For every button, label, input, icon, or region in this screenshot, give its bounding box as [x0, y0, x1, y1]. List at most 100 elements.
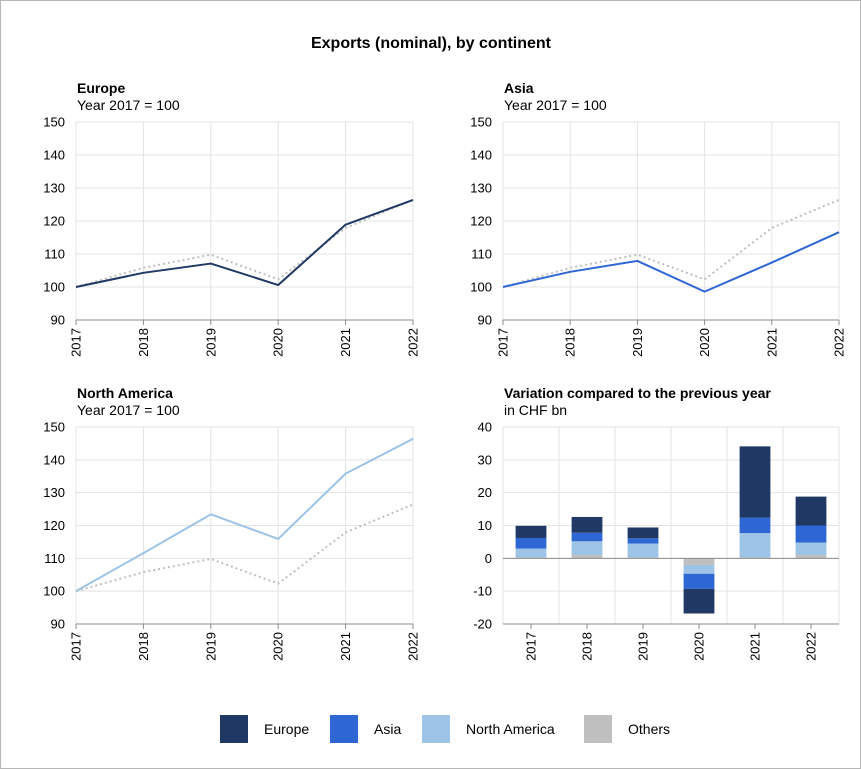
panel-subtitle: Year 2017 = 100 — [77, 97, 180, 113]
legend-swatch-others — [584, 715, 612, 743]
y-tick-label: 150 — [470, 115, 492, 130]
y-tick-label: 110 — [471, 247, 492, 262]
x-tick-label: 2021 — [764, 328, 779, 357]
y-tick-label: 130 — [43, 485, 65, 500]
x-tick-label: 2019 — [203, 632, 218, 661]
series-line-north-america — [75, 437, 414, 593]
bar-segment-north-america — [795, 542, 827, 556]
y-tick-label: 130 — [43, 181, 65, 196]
y-tick-label: 110 — [44, 247, 65, 262]
reference-line — [502, 198, 840, 288]
y-tick-label: 30 — [478, 452, 492, 467]
figure-title: Exports (nominal), by continent — [311, 35, 552, 52]
bar-segment-asia — [683, 573, 715, 589]
y-tick-label: 110 — [44, 551, 65, 566]
legend-swatch-north-america — [422, 715, 450, 743]
y-tick-label: 150 — [43, 420, 65, 435]
legend-swatch-europe — [220, 715, 248, 743]
legend-label-europe: Europe — [264, 721, 309, 737]
legend-label-asia: Asia — [374, 721, 401, 737]
panel-variation: Variation compared to the previous yeari… — [473, 385, 840, 661]
y-tick-label: 100 — [470, 280, 492, 295]
x-tick-label: 2019 — [636, 632, 651, 661]
y-tick-label: 90 — [478, 313, 492, 328]
bar-segment-europe — [627, 527, 659, 539]
bar-segment-asia — [739, 517, 771, 534]
bar-segment-asia — [795, 525, 827, 543]
legend-swatch-asia — [330, 715, 358, 743]
bar-segment-europe — [739, 446, 771, 518]
legend: Europe Asia North America Others — [220, 715, 670, 743]
x-tick-label: 2022 — [804, 632, 819, 661]
x-tick-label: 2020 — [692, 632, 707, 661]
bar-segment-north-america — [515, 548, 547, 558]
y-tick-label: 40 — [478, 420, 492, 435]
x-tick-label: 2018 — [136, 632, 151, 661]
panel-subtitle: Year 2017 = 100 — [77, 402, 180, 418]
panel-subtitle: Year 2017 = 100 — [504, 97, 607, 113]
x-tick-label: 2018 — [563, 328, 578, 357]
y-tick-label: 120 — [43, 214, 65, 229]
bar-segment-asia — [515, 537, 547, 549]
series-line-europe — [75, 198, 414, 288]
y-tick-label: 120 — [43, 518, 65, 533]
panel-title: Europe — [77, 80, 125, 96]
x-tick-label: 2022 — [406, 328, 421, 357]
y-tick-label: 20 — [478, 485, 492, 500]
x-tick-label: 2022 — [832, 328, 847, 357]
bar-segment-north-america — [627, 543, 659, 558]
panel-title: Variation compared to the previous year — [504, 385, 771, 401]
bar-segment-north-america — [739, 533, 771, 558]
y-tick-label: 140 — [43, 148, 65, 163]
x-tick-label: 2020 — [271, 632, 286, 661]
panel-title: North America — [77, 385, 173, 401]
y-tick-label: 90 — [51, 617, 65, 632]
panel-title: Asia — [504, 80, 534, 96]
x-tick-label: 2021 — [338, 632, 353, 661]
bar-segment-europe — [683, 588, 715, 614]
y-tick-label: -10 — [473, 584, 492, 599]
y-tick-label: 150 — [43, 115, 65, 130]
x-tick-label: 2020 — [271, 328, 286, 357]
reference-line — [75, 503, 414, 593]
bar-segment-north-america — [683, 564, 715, 574]
bar-segment-asia — [571, 532, 603, 542]
x-tick-label: 2018 — [580, 632, 595, 661]
y-tick-label: 100 — [43, 280, 65, 295]
bar-segment-others — [683, 558, 715, 565]
x-tick-label: 2019 — [203, 328, 218, 357]
x-tick-label: 2017 — [69, 328, 84, 357]
legend-label-north-america: North America — [466, 721, 555, 737]
x-tick-label: 2022 — [406, 632, 421, 661]
x-tick-label: 2019 — [630, 328, 645, 357]
bar-segment-europe — [795, 496, 827, 526]
panel-subtitle: in CHF bn — [504, 402, 567, 418]
y-tick-label: -20 — [473, 617, 492, 632]
x-tick-label: 2017 — [69, 632, 84, 661]
bar-segment-north-america — [571, 541, 603, 556]
y-tick-label: 10 — [478, 518, 492, 533]
x-tick-label: 2018 — [136, 328, 151, 357]
bar-segment-others — [571, 555, 603, 559]
bar-segment-asia — [627, 538, 659, 544]
y-tick-label: 140 — [470, 148, 492, 163]
y-tick-label: 120 — [470, 214, 492, 229]
x-tick-label: 2021 — [338, 328, 353, 357]
y-tick-label: 0 — [485, 551, 492, 566]
series-line-asia — [502, 231, 840, 293]
x-tick-label: 2020 — [697, 328, 712, 357]
y-tick-label: 90 — [51, 313, 65, 328]
y-tick-label: 140 — [43, 452, 65, 467]
x-tick-label: 2021 — [748, 632, 763, 661]
bar-segment-others — [795, 555, 827, 559]
bar-segment-europe — [571, 516, 603, 533]
x-tick-label: 2017 — [496, 328, 511, 357]
legend-label-others: Others — [628, 721, 670, 737]
x-tick-label: 2017 — [524, 632, 539, 661]
y-tick-label: 100 — [43, 584, 65, 599]
